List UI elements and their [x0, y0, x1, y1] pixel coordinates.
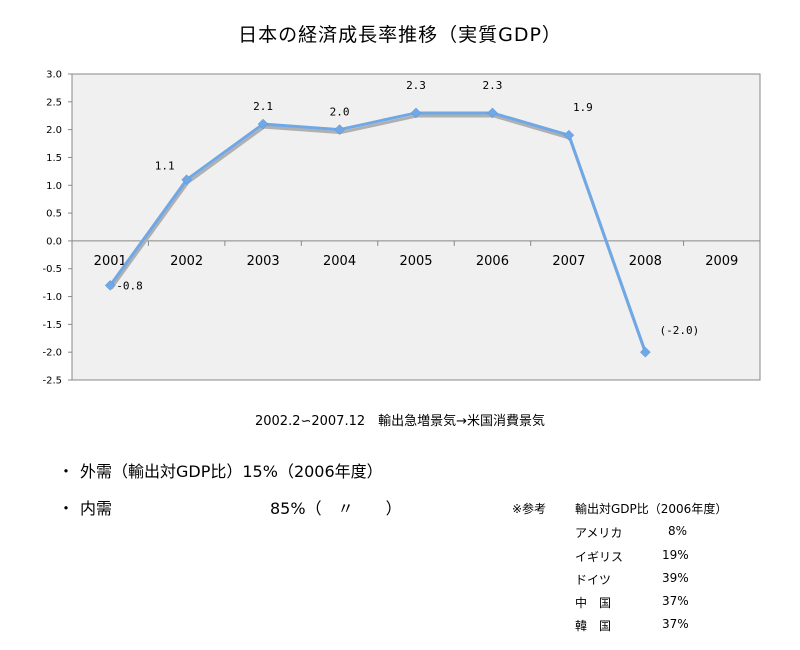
y-tick-label: 3.0	[46, 70, 62, 81]
data-points	[104, 107, 651, 358]
x-tick-label: 2001	[94, 254, 127, 269]
data-label: (-2.0)	[659, 324, 699, 337]
y-tick-label: 0.0	[46, 236, 62, 247]
external-demand-label: 外需（輸出対GDP比）	[80, 462, 243, 481]
y-tick-label: 2.5	[46, 97, 62, 108]
x-tick-label: 2006	[476, 254, 509, 269]
chart-subtitle: 2002.2∽2007.12 輸出急増景気→米国消費景気	[254, 414, 546, 429]
data-label: 2.3	[406, 79, 426, 92]
reference-value: 19%	[662, 548, 689, 562]
data-point-marker	[410, 107, 422, 119]
y-tick-label: -1.5	[42, 320, 62, 331]
y-axis: 3.0 2.5 2.0 1.5 1.0 0.5 0.0 -0.5 -1.0 -1.5 -2.0 -2.…	[42, 70, 72, 387]
y-tick-label: 0.5	[46, 209, 62, 220]
internal-demand-row: ・内需 85%（ 〃 ）	[58, 495, 402, 519]
line-chart: 3.0 2.5 2.0 1.5 1.0 0.5 0.0 -0.5 -1.0 -1.5 -2.0 -2.…	[42, 70, 761, 387]
internal-demand-value: 85%（ 〃 ）	[270, 499, 402, 518]
internal-demand-label: 内需	[80, 499, 113, 518]
data-point-marker	[257, 118, 269, 130]
reference-country: 韓 国	[575, 619, 612, 633]
plot-area	[71, 73, 761, 381]
x-tick-label: 2007	[552, 254, 585, 269]
data-label: 1.1	[155, 160, 175, 173]
data-label: -0.8	[116, 279, 143, 292]
reference-country: アメリカ	[575, 526, 623, 540]
bullet: ・	[58, 462, 75, 481]
x-axis: 2001 2002 2003 2004 2005 2006 2007 2008 2009	[94, 240, 761, 269]
x-tick-label: 2002	[170, 254, 203, 269]
x-tick-label: 2005	[399, 254, 432, 269]
reference-header: 輸出対GDP比（2006年度）	[575, 502, 728, 516]
data-point-marker	[334, 124, 345, 135]
data-point-marker	[639, 346, 651, 358]
reference-value: 39%	[662, 571, 689, 585]
data-point-marker	[181, 174, 193, 186]
data-label: 2.3	[483, 79, 503, 92]
y-tick-label: 2.0	[46, 125, 62, 136]
x-tick-label: 2009	[705, 254, 738, 269]
data-point-marker	[487, 107, 498, 119]
y-tick-label: -2.5	[42, 376, 62, 387]
data-point-marker	[563, 129, 575, 141]
y-tick-label: -1.0	[42, 292, 62, 303]
y-tick-label: 1.5	[46, 153, 62, 164]
bullet: ・	[58, 499, 75, 518]
data-label: 1.9	[573, 101, 593, 114]
x-tick-label: 2008	[629, 254, 662, 269]
y-tick-label: 1.0	[46, 181, 62, 192]
reference-value: 37%	[662, 617, 689, 631]
y-tick-label: -2.0	[42, 348, 62, 359]
reference-country: 中 国	[575, 596, 612, 610]
data-label: 2.0	[330, 106, 350, 119]
reference-country: イギリス	[575, 550, 624, 564]
reference-prefix: ※参考	[512, 502, 547, 516]
reference-value: 37%	[662, 594, 689, 608]
data-labels: -0.8 1.1 2.1 2.0 2.3 2.3 1.9 (-2.0)	[116, 79, 699, 337]
x-tick-label: 2003	[247, 254, 280, 269]
reference-value: 8%	[668, 524, 688, 538]
x-tick-label: 2004	[323, 254, 356, 269]
chart-title: 日本の経済成長率推移（実質GDP）	[238, 24, 562, 46]
series-line-shadow	[110, 114, 648, 356]
y-tick-label: -0.5	[42, 264, 62, 275]
series-line	[109, 111, 647, 353]
data-point-marker	[104, 280, 116, 291]
reference-country: ドイツ	[575, 573, 612, 587]
data-label: 2.1	[253, 100, 273, 113]
external-demand-row: ・外需（輸出対GDP比）15%（2006年度）	[58, 458, 383, 482]
external-demand-value: 15%（2006年度）	[242, 462, 383, 481]
